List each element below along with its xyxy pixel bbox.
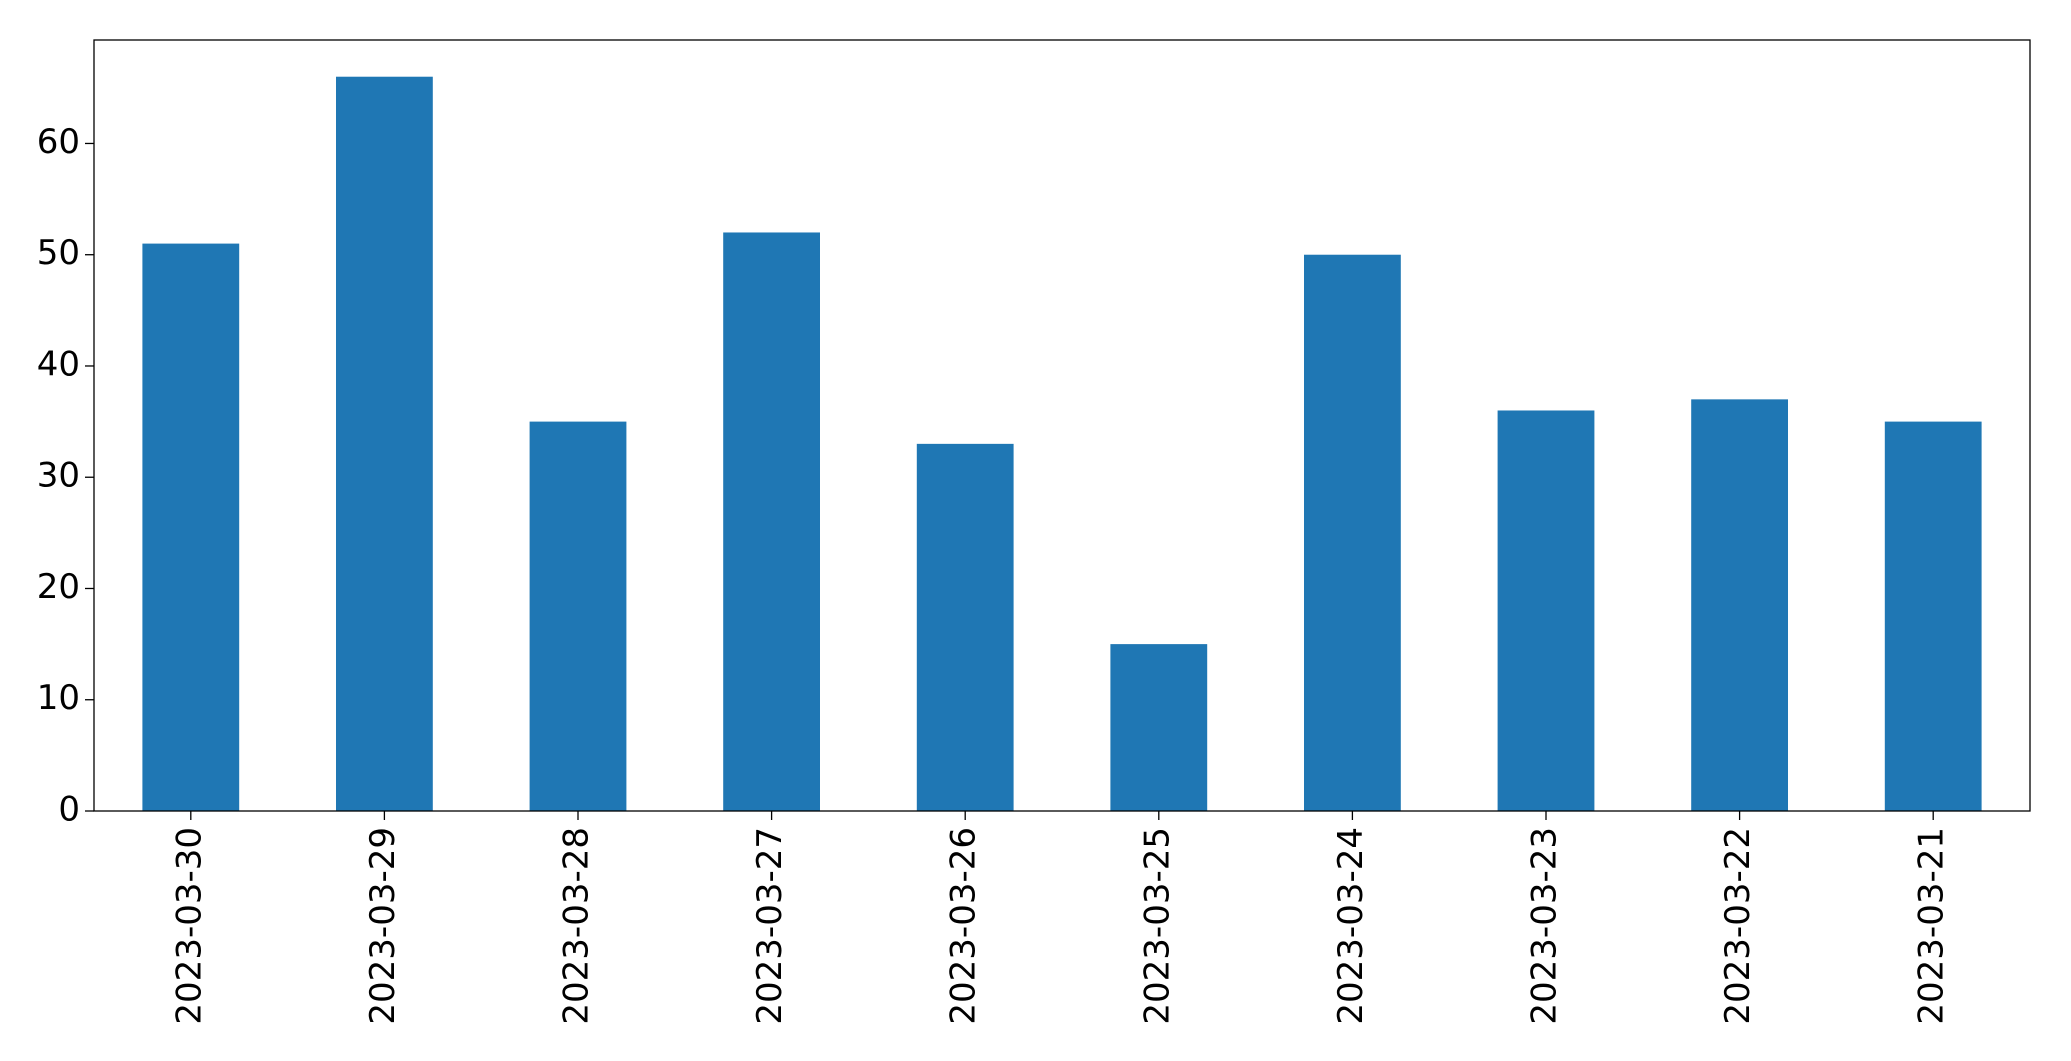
bar (1110, 644, 1208, 811)
x-tick-label: 2023-03-27 (750, 827, 790, 1025)
bar (336, 76, 433, 811)
bar (1884, 421, 1982, 811)
x-tick-label: 2023-03-30 (169, 827, 209, 1025)
bar (529, 421, 627, 811)
x-tick-label: 2023-03-28 (557, 827, 597, 1025)
x-tick-label: 2023-03-26 (944, 827, 984, 1025)
x-tick-label: 2023-03-25 (1137, 827, 1177, 1025)
bar (142, 243, 240, 811)
x-tick-label: 2023-03-23 (1525, 827, 1565, 1025)
x-tick-label: 2023-03-29 (363, 827, 403, 1025)
y-tick-label: 0 (58, 790, 80, 830)
plot-frame (93, 39, 2031, 812)
bar (1691, 399, 1788, 811)
x-tick-label: 2023-03-24 (1331, 827, 1371, 1025)
x-tick-label: 2023-03-21 (1912, 827, 1952, 1025)
bar (723, 232, 820, 811)
x-tick-label: 2023-03-22 (1718, 827, 1758, 1025)
y-tick-label: 10 (37, 678, 80, 718)
y-tick-label: 30 (37, 456, 80, 496)
bar (1497, 410, 1595, 811)
y-tick-label: 50 (37, 233, 80, 273)
bar (916, 443, 1014, 811)
y-tick-label: 40 (37, 344, 80, 384)
y-tick-label: 20 (37, 567, 80, 607)
bar (1304, 254, 1401, 811)
y-tick-label: 60 (37, 122, 80, 162)
